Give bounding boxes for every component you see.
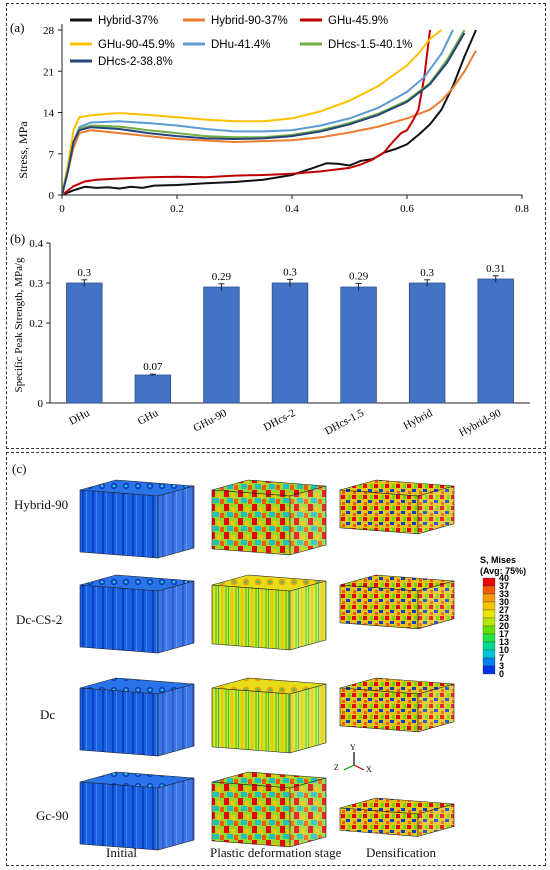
bar-ghu-90 [203, 286, 240, 404]
bar-value-label: 0.29 [212, 271, 232, 283]
bar-value-label: 0.3 [77, 267, 91, 279]
y-tick-label: 0 [49, 190, 55, 202]
stage-label-densification: Densification [366, 845, 437, 860]
series-line-3 [62, 29, 443, 195]
y-tick-label-b: 0.3 [29, 278, 43, 290]
panel-b-letter: (b) [10, 231, 25, 246]
row-label-hybrid-90: Hybrid-90 [14, 497, 69, 512]
x-category-label: DHcs-1.5 [323, 407, 367, 438]
bar-ghu [134, 374, 172, 404]
legend-label: GHu-90-45.9% [98, 39, 175, 51]
y-axis-label: Stress, MPa [16, 121, 30, 179]
row-label-gc-90: Gc-90 [36, 808, 69, 823]
y-tick-label: 7 [49, 149, 55, 161]
stage-label-initial: Initial [106, 845, 138, 860]
y-tick-label: 28 [43, 25, 55, 37]
series-line-0 [62, 29, 477, 195]
bar-dhcs-1.5 [340, 286, 377, 404]
panel-c-letter: (c) [12, 461, 27, 476]
x-category-label: DHu [67, 407, 92, 428]
y-tick-label: 21 [43, 66, 54, 78]
bar-value-label: 0.07 [143, 361, 163, 373]
legend-label: DHcs-2-38.8% [98, 56, 173, 68]
y-axis-label-b: Specific Peak Strength, MPa/g [13, 257, 25, 393]
x-category-label: Hybrid-90 [457, 407, 504, 439]
series-line-2 [62, 29, 431, 195]
legend-label: DHcs-1.5-40.1% [328, 39, 412, 51]
bar-value-label: 0.3 [420, 267, 434, 279]
x-tick-label: 0.2 [170, 203, 184, 215]
bar-dhu [66, 282, 103, 404]
legend-label: DHu-41.4% [211, 39, 270, 51]
stage-label-plastic: Plastic deformation stage [210, 845, 342, 860]
panel-c-frame [6, 452, 546, 866]
panel-a-letter: (a) [10, 20, 24, 35]
bar-dhcs-2 [271, 282, 309, 404]
x-tick-label: 0.8 [515, 203, 529, 215]
specific-strength-chart: (b) Specific Peak Strength, MPa/g 0 0.2 0.… [10, 231, 530, 439]
bar-hybrid-90 [477, 278, 514, 404]
bar-value-label: 0.29 [349, 270, 369, 282]
series-line-6 [62, 32, 466, 195]
row-label-dc-cs-2: Dc-CS-2 [16, 612, 63, 627]
x-category-label: DHcs-2 [262, 407, 298, 434]
y-tick-label-b: 0.4 [29, 238, 43, 250]
x-tick-label: 0.4 [285, 203, 299, 215]
x-tick-label: 0.6 [400, 203, 414, 215]
series-line-1 [62, 50, 477, 195]
row-label-dc: Dc [40, 707, 56, 722]
x-category-label: GHu [136, 407, 161, 428]
y-tick-label: 14 [43, 108, 55, 120]
bar-value-label: 0.31 [486, 263, 505, 275]
series-line-4 [62, 29, 454, 195]
stress-strain-chart: (a) Stress, MPa 0 0.2 0.4 0.6 0.8 0 7 14 21 28 Hyb… [10, 15, 529, 215]
panel-ab-frame [6, 3, 546, 449]
legend-label: GHu-45.9% [328, 15, 388, 27]
bar-hybrid [408, 282, 446, 404]
legend-label: Hybrid-90-37% [211, 15, 288, 27]
legend-label: Hybrid-37% [98, 15, 158, 27]
x-tick-label: 0 [59, 203, 65, 215]
y-tick-label-b: 0 [38, 398, 44, 410]
bar-value-label: 0.3 [283, 266, 297, 278]
x-category-label: Hybrid [401, 407, 435, 432]
y-tick-label-b: 0.2 [29, 318, 43, 330]
x-category-label: GHu-90 [191, 407, 229, 435]
